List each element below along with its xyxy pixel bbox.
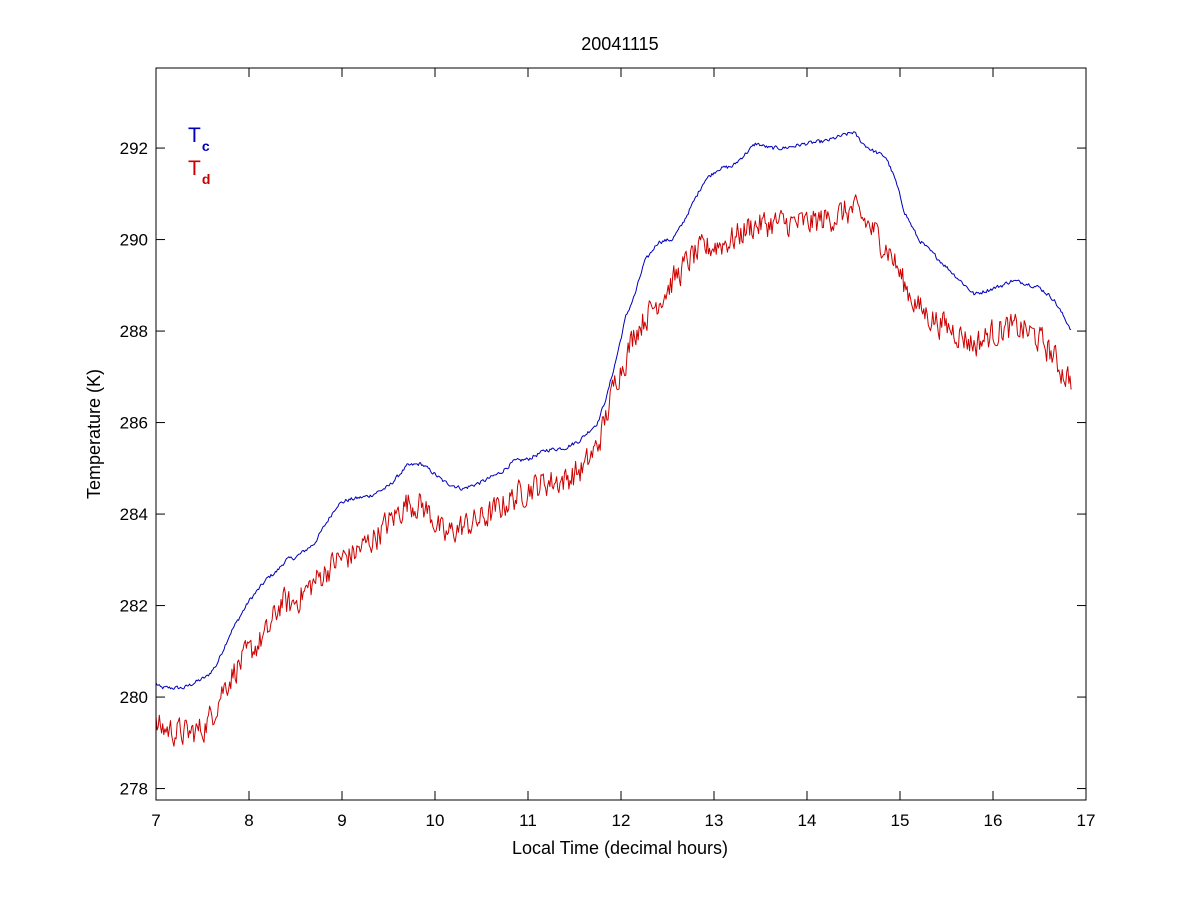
y-tick-label-292: 292 [120,139,148,158]
x-tick-label-11: 11 [519,811,537,830]
chart-title: 20041115 [581,34,658,54]
series-line-tc [155,131,1072,690]
y-tick-label-290: 290 [120,231,148,250]
x-tick-label-14: 14 [798,811,817,830]
y-tick-label-282: 282 [120,597,148,616]
y-tick-label-284: 284 [120,505,148,524]
plot-area [156,68,1086,800]
x-tick-label-10: 10 [426,811,445,830]
y-tick-label-288: 288 [120,322,148,341]
x-tick-label-7: 7 [151,811,160,830]
x-tick-label-8: 8 [244,811,253,830]
x-tick-label-15: 15 [891,811,910,830]
x-tick-label-17: 17 [1077,811,1096,830]
x-tick-label-13: 13 [705,811,724,830]
legend-subscript-d: d [202,171,211,187]
legend-subscript-c: c [202,138,210,154]
x-tick-label-12: 12 [612,811,631,830]
x-tick-label-9: 9 [337,811,346,830]
ticks-layer: 7 8 9 10 11 12 13 14 15 16 17 278 280 282 284 286 288 290… [120,68,1096,830]
y-tick-label-280: 280 [120,688,148,707]
series-layer [155,131,1072,747]
y-tick-label-278: 278 [120,780,148,799]
y-tick-label-286: 286 [120,414,148,433]
x-axis-label: Local Time (decimal hours) [512,838,728,858]
series-line-td [155,194,1072,747]
x-tick-label-16: 16 [984,811,1003,830]
y-axis-label: Temperature (K) [84,369,104,499]
